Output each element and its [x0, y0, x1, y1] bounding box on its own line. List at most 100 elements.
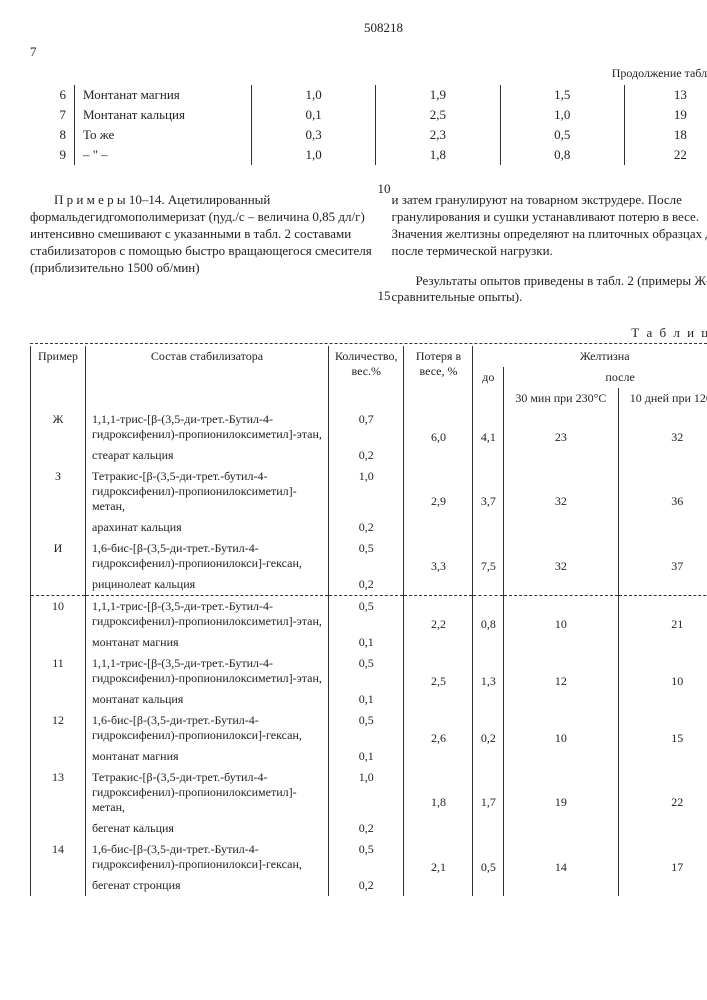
cell-q2: 0,2 — [329, 517, 404, 538]
table1-cell: 2,5 — [376, 105, 500, 125]
cell-loss: 2,1 — [404, 839, 473, 896]
cell-stab2: бегенат кальция — [86, 818, 329, 839]
th-qty: Количество, вес.% — [329, 346, 404, 408]
table1-cell: То же — [75, 125, 252, 145]
th-example: Пример — [31, 346, 86, 408]
table1-cell: 1,8 — [376, 145, 500, 165]
table1: 6Монтанат магния1,01,91,5137Монтанат кал… — [30, 85, 707, 165]
cell-after1: 12 — [504, 653, 618, 710]
table1-cell: 19 — [624, 105, 707, 125]
cell-before: 0,2 — [473, 710, 504, 767]
th-after: после — [504, 367, 707, 388]
table1-cell: 0,8 — [500, 145, 624, 165]
table1-cell: 7 — [30, 105, 75, 125]
cell-loss: 3,3 — [404, 538, 473, 596]
margin-line-10: 10 — [378, 181, 391, 198]
cell-stab2: монтанат магния — [86, 746, 329, 767]
table2-row: 101,1,1-трис-[β-(3,5-ди-трет.-Бутил-4-ги… — [31, 596, 707, 632]
cell-stab1: 1,6-бис-[β-(3,5-ди-трет.-Бутил-4-гидрокс… — [86, 839, 329, 875]
table1-cell: 1,9 — [376, 85, 500, 105]
cell-q1: 0,5 — [329, 596, 404, 632]
cell-before: 7,5 — [473, 538, 504, 596]
cell-before: 3,7 — [473, 466, 504, 538]
cell-loss: 6,0 — [404, 409, 473, 466]
table1-cell: 13 — [624, 85, 707, 105]
table1-cell: 22 — [624, 145, 707, 165]
cell-after2: 32 — [618, 409, 707, 466]
table1-cell: 0,1 — [252, 105, 376, 125]
cell-q1: 0,5 — [329, 710, 404, 746]
cell-after1: 32 — [504, 466, 618, 538]
table2-row: 13Тетракис-[β-(3,5-ди-трет.-бутил-4-гидр… — [31, 767, 707, 818]
table2: Пример Состав стабилизатора Количество, … — [30, 346, 707, 895]
table1-cell: 0,5 — [500, 125, 624, 145]
cell-stab1: 1,1,1-трис-[β-(3,5-ди-трет.-Бутил-4-гидр… — [86, 409, 329, 445]
cell-stab1: Тетракис-[β-(3,5-ди-трет.-бутил-4-гидрок… — [86, 767, 329, 818]
cell-after2: 15 — [618, 710, 707, 767]
cell-stab1: 1,1,1-трис-[β-(3,5-ди-трет.-Бутил-4-гидр… — [86, 596, 329, 632]
table1-cell: 8 — [30, 125, 75, 145]
para-right-1: и затем гранулируют на товарном экструде… — [392, 192, 707, 260]
table2-title: Т а б л и ц а 2 — [30, 325, 707, 341]
cell-after2: 10 — [618, 653, 707, 710]
table2-row: Ж1,1,1-трис-[β-(3,5-ди-трет.-Бутил-4-гид… — [31, 409, 707, 445]
cell-after1: 14 — [504, 839, 618, 896]
cell-loss: 2,9 — [404, 466, 473, 538]
cell-stab2: рицинолеат кальция — [86, 574, 329, 596]
table1-cell: 1,0 — [252, 85, 376, 105]
cell-loss: 1,8 — [404, 767, 473, 839]
th-loss: Потеря в весе, % — [404, 346, 473, 408]
table1-cell: 9 — [30, 145, 75, 165]
cell-stab1: Тетракис-[β-(3,5-ди-трет.-бутил-4-гидрок… — [86, 466, 329, 517]
para-left: П р и м е р ы 10–14. Ацетилированный фор… — [30, 192, 376, 276]
cell-q2: 0,2 — [329, 445, 404, 466]
cell-example: 13 — [31, 767, 86, 839]
cell-stab2: стеарат кальция — [86, 445, 329, 466]
table2-row: ЗТетракис-[β-(3,5-ди-трет.-бутил-4-гидро… — [31, 466, 707, 517]
cell-stab2: монтанат кальция — [86, 689, 329, 710]
cell-q2: 0,2 — [329, 574, 404, 596]
cell-after2: 36 — [618, 466, 707, 538]
cell-after2: 21 — [618, 596, 707, 653]
th-stabilizer: Состав стабилизатора — [86, 346, 329, 408]
cell-loss: 2,5 — [404, 653, 473, 710]
cell-q2: 0,2 — [329, 818, 404, 839]
table2-row: 111,1,1-трис-[β-(3,5-ди-трет.-Бутил-4-ги… — [31, 653, 707, 689]
table1-cell: Монтанат кальция — [75, 105, 252, 125]
cell-stab2: бегенат стронция — [86, 875, 329, 896]
cell-stab2: арахинат кальция — [86, 517, 329, 538]
para-right-2: Результаты опытов приведены в табл. 2 (п… — [392, 273, 707, 307]
cell-q2: 0,1 — [329, 746, 404, 767]
table2-row: 121,6-бис-[β-(3,5-ди-трет.-Бутил-4-гидро… — [31, 710, 707, 746]
cell-after1: 23 — [504, 409, 618, 466]
cell-example: 11 — [31, 653, 86, 710]
table2-row: И1,6-бис-[β-(3,5-ди-трет.-Бутил-4-гидрок… — [31, 538, 707, 574]
cell-stab1: 1,6-бис-[β-(3,5-ди-трет.-Бутил-4-гидрокс… — [86, 538, 329, 574]
table1-cell: 2,3 — [376, 125, 500, 145]
table1-cell: 6 — [30, 85, 75, 105]
table1-row: 7Монтанат кальция0,12,51,019 — [30, 105, 707, 125]
cell-before: 1,3 — [473, 653, 504, 710]
corner-left: 7 — [30, 44, 37, 60]
cell-stab1: 1,6-бис-[β-(3,5-ди-трет.-Бутил-4-гидрокс… — [86, 710, 329, 746]
cell-before: 1,7 — [473, 767, 504, 839]
table1-cell: 18 — [624, 125, 707, 145]
table1-row: 6Монтанат магния1,01,91,513 — [30, 85, 707, 105]
table1-cell: 1,0 — [252, 145, 376, 165]
cell-before: 0,5 — [473, 839, 504, 896]
table1-cell: – " – — [75, 145, 252, 165]
table2-row: 141,6-бис-[β-(3,5-ди-трет.-Бутил-4-гидро… — [31, 839, 707, 875]
cell-before: 4,1 — [473, 409, 504, 466]
cell-example: З — [31, 466, 86, 538]
table1-cell: Монтанат магния — [75, 85, 252, 105]
table1-row: 8То же0,32,30,518 — [30, 125, 707, 145]
cell-q1: 1,0 — [329, 767, 404, 818]
cell-loss: 2,6 — [404, 710, 473, 767]
cell-after1: 10 — [504, 596, 618, 653]
table1-cell: 1,5 — [500, 85, 624, 105]
cell-after2: 17 — [618, 839, 707, 896]
cell-q2: 0,2 — [329, 875, 404, 896]
cell-example: Ж — [31, 409, 86, 466]
cell-after2: 37 — [618, 538, 707, 596]
table1-continuation-label: Продолжение таблицы 1 — [30, 66, 707, 81]
